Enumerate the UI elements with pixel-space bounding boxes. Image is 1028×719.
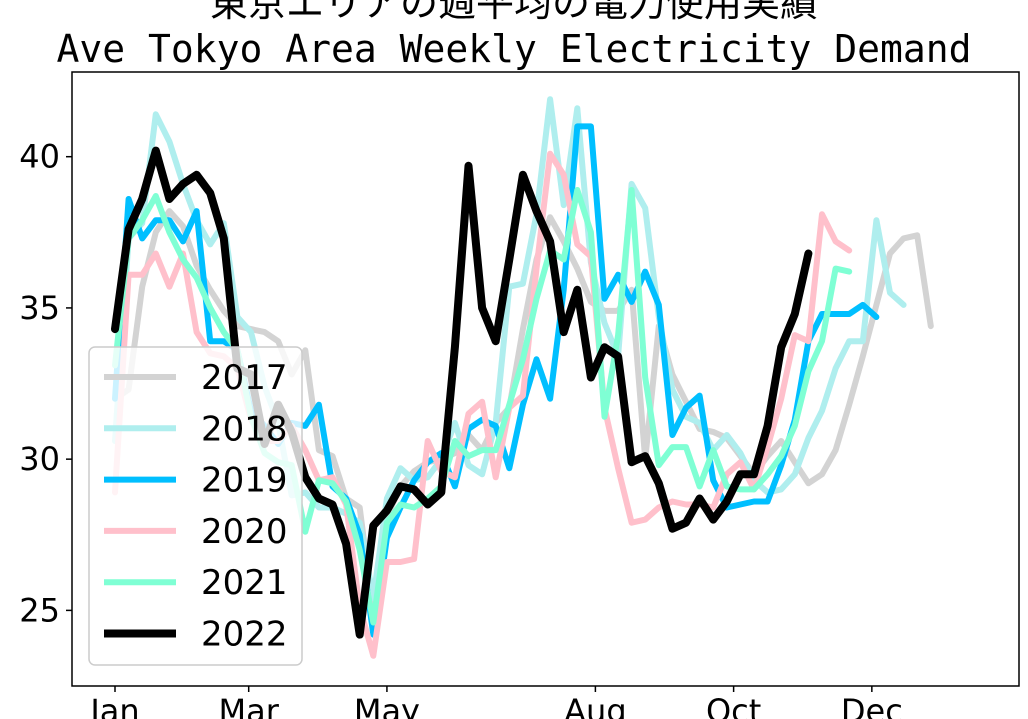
legend-entry-2019: 2019 [104, 461, 288, 501]
x-tick-label: Mar [219, 692, 280, 719]
legend-entry-2020: 2020 [104, 512, 288, 552]
x-axis: Jan Mar May Aug Oct Dec [88, 686, 903, 719]
legend-label: 2017 [201, 358, 288, 398]
chart-title-en: Ave Tokyo Area Weekly Electricity Demand [56, 27, 972, 71]
x-tick-label: May [354, 692, 420, 719]
legend: 2017 2018 2019 2020 2021 2022 [88, 346, 303, 666]
chart-title-jp: 東京エリアの週平均の電力使用実績 [209, 0, 818, 25]
legend-entry-2017: 2017 [104, 358, 288, 398]
legend-label: 2022 [201, 615, 288, 655]
legend-label: 2020 [201, 512, 288, 552]
x-tick-label: Oct [706, 692, 761, 719]
legend-entry-2021: 2021 [104, 563, 288, 603]
legend-label: 2019 [201, 461, 288, 501]
legend-entry-2022: 2022 [104, 615, 288, 655]
series-line-2022 [111, 146, 813, 639]
legend-label: 2021 [201, 563, 288, 603]
x-tick-label: Aug [564, 692, 626, 719]
y-axis: 25 30 35 40 [19, 138, 72, 629]
legend-entry-2018: 2018 [104, 409, 288, 449]
y-tick-label: 30 [19, 440, 60, 478]
y-tick-label: 25 [19, 591, 60, 629]
plot-frame [71, 71, 1020, 687]
x-tick-label: Jan [88, 692, 139, 719]
chart-title: 東京エリアの週平均の電力使用実績 Ave Tokyo Area Weekly E… [0, 0, 1028, 72]
legend-label: 2018 [201, 409, 288, 449]
x-tick-label: Dec [841, 692, 903, 719]
y-tick-label: 40 [19, 138, 60, 176]
y-tick-label: 35 [19, 289, 60, 327]
